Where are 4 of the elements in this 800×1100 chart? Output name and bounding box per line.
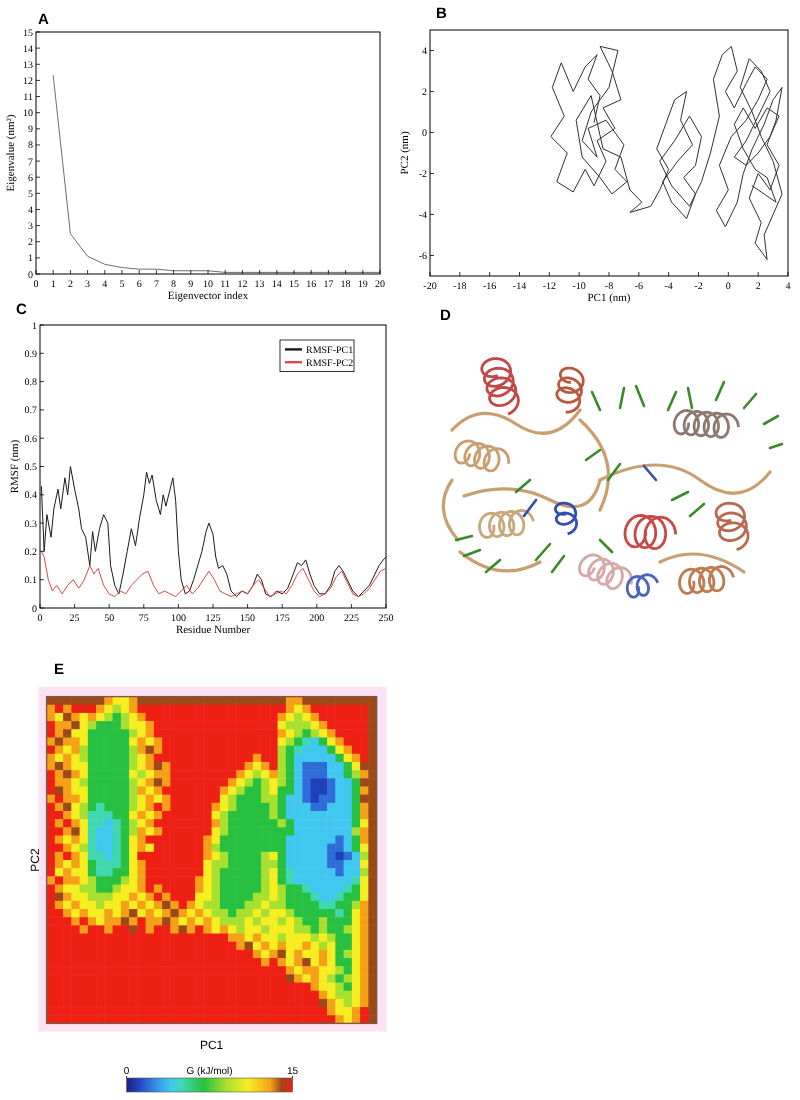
- line-series: [52, 75, 381, 273]
- line-series: [40, 550, 387, 598]
- line-series: [550, 45, 783, 261]
- line-series: [40, 466, 387, 598]
